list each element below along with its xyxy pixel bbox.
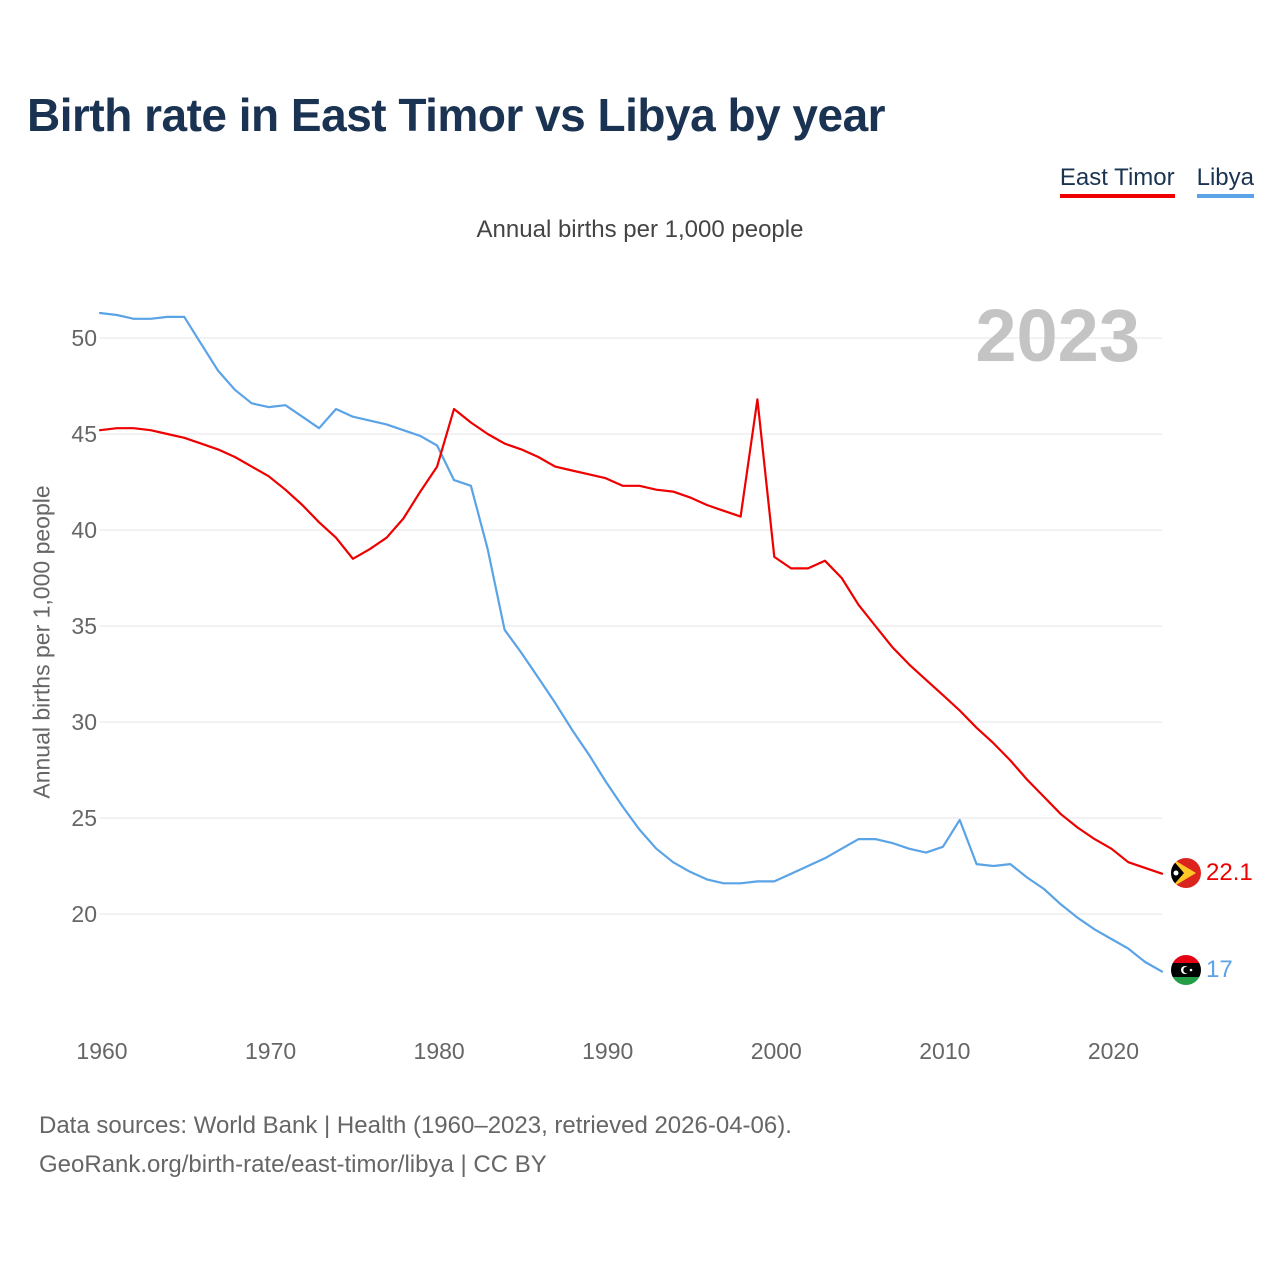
chart-title: Birth rate in East Timor vs Libya by yea… — [27, 89, 886, 141]
x-tick-label: 1980 — [414, 1038, 465, 1064]
series-line-libya[interactable] — [98, 311, 1164, 973]
x-tick-label: 2010 — [919, 1038, 970, 1064]
x-tick-label: 1960 — [76, 1038, 127, 1064]
legend: East Timor Libya — [1059, 164, 1254, 198]
east-timor-end-value: 22.1 — [1206, 859, 1253, 886]
credit-link[interactable]: GeoRank.org/birth-rate/east-timor/libya … — [39, 1151, 547, 1178]
line-chart: 2023 20 25 30 35 40 45 50 1960 1970 1980 1990 2000… — [71, 294, 1253, 1064]
y-tick-label: 40 — [71, 517, 97, 543]
east-timor-flag-icon — [1171, 858, 1201, 888]
x-tick-label: 2020 — [1088, 1038, 1139, 1064]
y-tick-label: 25 — [71, 805, 97, 831]
libya-flag-icon — [1171, 955, 1201, 985]
y-tick-label: 30 — [71, 709, 97, 735]
y-tick-label: 20 — [71, 901, 97, 927]
data-sources-note: Data sources: World Bank | Health (1960–… — [39, 1112, 792, 1139]
y-tick-label: 50 — [71, 325, 97, 351]
x-tick-label: 1990 — [582, 1038, 633, 1064]
x-tick-label: 1970 — [245, 1038, 296, 1064]
series-line-east-timor[interactable] — [98, 398, 1164, 875]
legend-item-east-timor[interactable]: East Timor — [1059, 164, 1175, 198]
y-tick-label: 35 — [71, 613, 97, 639]
chart-subtitle: Annual births per 1,000 people — [476, 216, 804, 243]
libya-end-value: 17 — [1206, 956, 1233, 983]
year-watermark: 2023 — [975, 294, 1140, 377]
footer: Data sources: World Bank | Health (1960–… — [39, 1106, 792, 1184]
y-tick-label: 45 — [71, 421, 97, 447]
x-tick-label: 2000 — [751, 1038, 802, 1064]
legend-item-libya[interactable]: Libya — [1196, 164, 1254, 198]
